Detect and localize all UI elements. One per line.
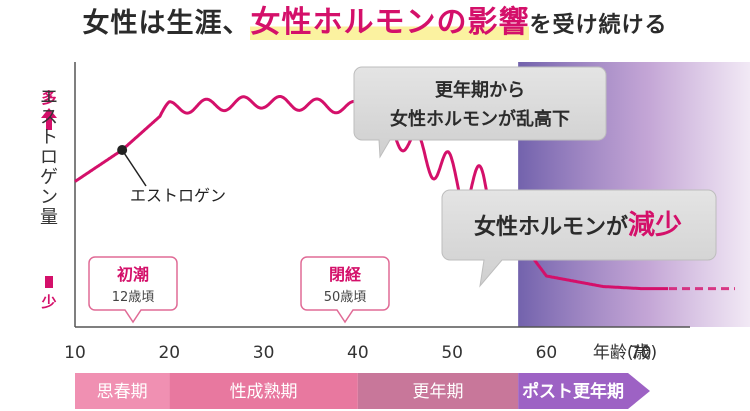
bubble-decrease-shape	[441, 189, 717, 288]
callout-menarche: 初潮 12歳頃	[88, 256, 178, 324]
bubble-decrease-text: 女性ホルモンが減少	[474, 210, 682, 241]
estrogen-pointer-line	[121, 149, 147, 187]
y-axis-bottom-label: 少	[40, 293, 56, 311]
life-stage-band	[169, 373, 358, 409]
bubble-decrease: 女性ホルモンが減少	[441, 189, 717, 288]
x-tick-label: 40	[347, 343, 369, 363]
headline-part2: を受け続ける	[529, 13, 668, 38]
x-tick-label: 50	[441, 343, 463, 363]
estrogen-label: エストロゲン	[130, 186, 226, 205]
x-tick-label: 60	[536, 343, 558, 363]
callout-menopause-sub: 50歳頃	[324, 290, 367, 305]
headline-part1: 女性は生涯、	[82, 8, 251, 39]
callout-menarche-title: 初潮	[117, 265, 149, 284]
bubble-fluctuate-line2: 女性ホルモンが乱高下	[390, 108, 570, 130]
life-stage-label: ポスト更年期	[522, 381, 624, 402]
x-tick-label: 10	[64, 343, 86, 363]
y-axis-top-label: 多	[41, 89, 56, 107]
x-axis-title: 年齢(歳)	[593, 343, 657, 363]
life-stage-band	[357, 373, 519, 409]
x-tick-label: 70	[630, 343, 652, 363]
headline-highlight: 女性ホルモンの影響	[250, 5, 530, 40]
callout-menarche-box	[88, 256, 178, 324]
page-headline: 女性は生涯、女性ホルモンの影響を受け続ける	[0, 0, 750, 46]
bubble-fluctuate-line1: 更年期から	[435, 79, 525, 101]
life-stage-band	[75, 373, 170, 409]
callout-menopause-box	[300, 256, 390, 324]
x-tick-label: 30	[253, 343, 275, 363]
y-axis-bottom-marker	[45, 276, 53, 288]
life-stage-band	[518, 373, 650, 409]
life-stage-label: 更年期	[413, 382, 464, 402]
callout-menopause-title: 閉経	[329, 265, 362, 284]
bubble-decrease-line2: 減少	[628, 210, 682, 241]
x-tick-label: 20	[158, 343, 180, 363]
callout-menarche-sub: 12歳頃	[112, 290, 155, 305]
life-stage-label: 性成熟期	[230, 381, 298, 402]
y-axis-title: エストロゲン量	[40, 87, 58, 228]
bubble-fluctuate-shape	[353, 66, 607, 159]
bubble-decrease-line1: 女性ホルモンが	[474, 214, 628, 240]
life-stage-label: 思春期	[97, 382, 148, 402]
callout-menopause: 閉経 50歳頃	[300, 256, 390, 324]
up-arrow-icon	[41, 108, 57, 130]
